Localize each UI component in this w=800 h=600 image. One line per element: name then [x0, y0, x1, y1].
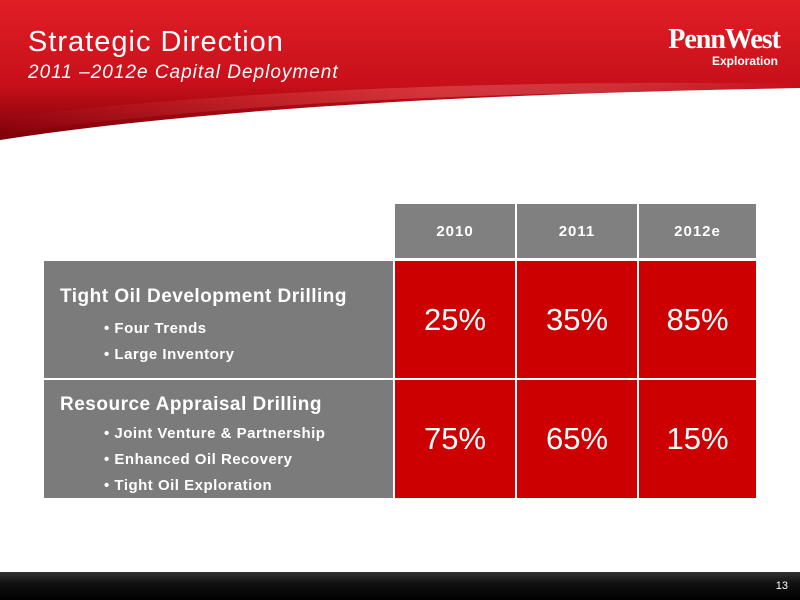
year-header-2011: 2011: [517, 204, 637, 258]
value-cell: 65%: [517, 380, 637, 498]
year-header-2012e: 2012e: [639, 204, 756, 258]
slide-title: Strategic Direction: [28, 26, 284, 58]
footer-bar: 13: [0, 572, 800, 600]
company-logo: PennWest Exploration: [600, 24, 781, 69]
bullet-item: • Tight Oil Exploration: [104, 477, 273, 494]
bullet-item: • Joint Venture & Partnership: [104, 425, 326, 442]
value-cell: 15%: [639, 380, 756, 498]
page-number: 13: [775, 580, 788, 592]
value-cell: 35%: [517, 261, 637, 378]
row-label-resource-appraisal: Resource Appraisal Drilling • Joint Vent…: [44, 380, 393, 498]
bullet-item: • Four Trends: [104, 320, 207, 337]
slide-subtitle: 2011 –2012e Capital Deployment: [28, 62, 339, 83]
value-cell: 85%: [639, 261, 756, 378]
value-cell: 75%: [395, 380, 515, 498]
row-title: Resource Appraisal Drilling: [60, 394, 322, 415]
value-cell: 25%: [395, 261, 515, 378]
logo-subtitle: Exploration: [711, 54, 778, 68]
year-header-2010: 2010: [395, 204, 515, 258]
bullet-item: • Enhanced Oil Recovery: [104, 451, 293, 468]
logo-wordmark: PennWest: [668, 24, 781, 55]
row-bullets: • Joint Venture & Partnership • Enhanced…: [104, 421, 325, 499]
row-bullets: • Four Trends • Large Inventory: [104, 316, 234, 368]
row-label-tight-oil: Tight Oil Development Drilling • Four Tr…: [44, 261, 393, 378]
header-background: [0, 0, 800, 140]
bullet-item: • Large Inventory: [104, 346, 235, 363]
row-title: Tight Oil Development Drilling: [60, 286, 348, 307]
